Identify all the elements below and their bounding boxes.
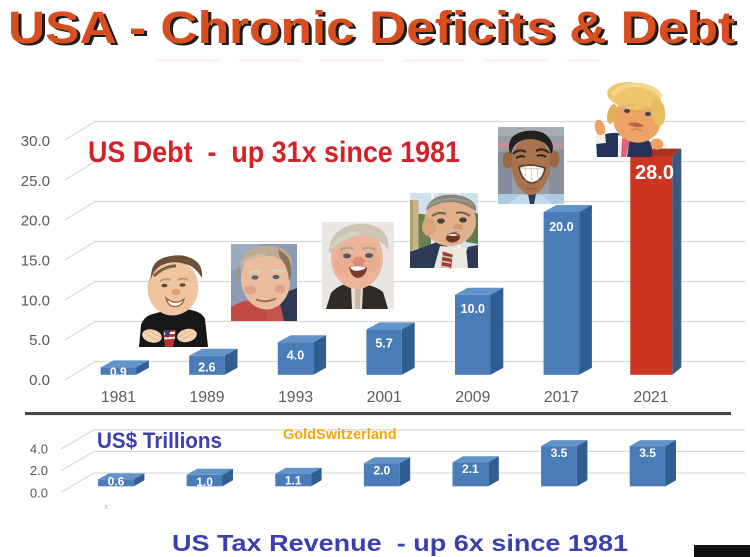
svg-text:US Debt - up 31x since 1981: US Debt - up 31x since 1981 xyxy=(88,136,460,169)
svg-text:USA - Chronic Deficits & Debt: USA - Chronic Deficits & Debt xyxy=(8,2,735,53)
svg-text:1981: 1981 xyxy=(101,389,136,406)
svg-text:0.0: 0.0 xyxy=(30,485,48,500)
svg-text:10.0: 10.0 xyxy=(461,302,485,316)
svg-text:3.5: 3.5 xyxy=(551,446,568,460)
svg-text:0.0: 0.0 xyxy=(29,372,50,389)
svg-text:4.0: 4.0 xyxy=(287,349,304,363)
svg-text:1989: 1989 xyxy=(189,389,224,406)
svg-text:5.0: 5.0 xyxy=(29,332,50,349)
svg-text:30.0: 30.0 xyxy=(21,133,50,150)
svg-text:15.0: 15.0 xyxy=(21,253,50,270)
svg-text:20.0: 20.0 xyxy=(549,220,573,234)
svg-text:3.5: 3.5 xyxy=(639,446,656,460)
svg-text:2.6: 2.6 xyxy=(198,361,215,375)
svg-text:2001: 2001 xyxy=(367,389,402,406)
svg-text:1.0: 1.0 xyxy=(196,475,213,489)
svg-text:GoldSwitzerland: GoldSwitzerland xyxy=(283,427,397,443)
svg-text:2.0: 2.0 xyxy=(373,463,390,477)
svg-text:0.6: 0.6 xyxy=(108,474,125,488)
svg-text:2.0: 2.0 xyxy=(30,463,48,478)
svg-text:US Tax Revenue - up 6x since: US Tax Revenue - up 6x since 1981 xyxy=(172,530,628,556)
svg-text:USA - Chronic Deficits & Debt: USA - Chronic Deficits & Debt xyxy=(11,4,738,55)
svg-text:2017: 2017 xyxy=(544,389,579,406)
svg-text:0.9: 0.9 xyxy=(110,365,127,379)
svg-text:28.0: 28.0 xyxy=(635,162,674,184)
svg-text:5.7: 5.7 xyxy=(375,337,392,351)
svg-text:2.1: 2.1 xyxy=(462,462,479,476)
svg-text:2021: 2021 xyxy=(633,389,668,406)
svg-text:4.0: 4.0 xyxy=(30,442,48,457)
svg-text:25.0: 25.0 xyxy=(21,173,50,190)
svg-text:10.0: 10.0 xyxy=(21,292,50,309)
svg-text:2009: 2009 xyxy=(455,389,490,406)
svg-text:1.1: 1.1 xyxy=(285,474,302,488)
svg-text:20.0: 20.0 xyxy=(21,213,50,230)
svg-text:1993: 1993 xyxy=(278,389,313,406)
svg-text:US$ Trillions: US$ Trillions xyxy=(97,428,222,453)
